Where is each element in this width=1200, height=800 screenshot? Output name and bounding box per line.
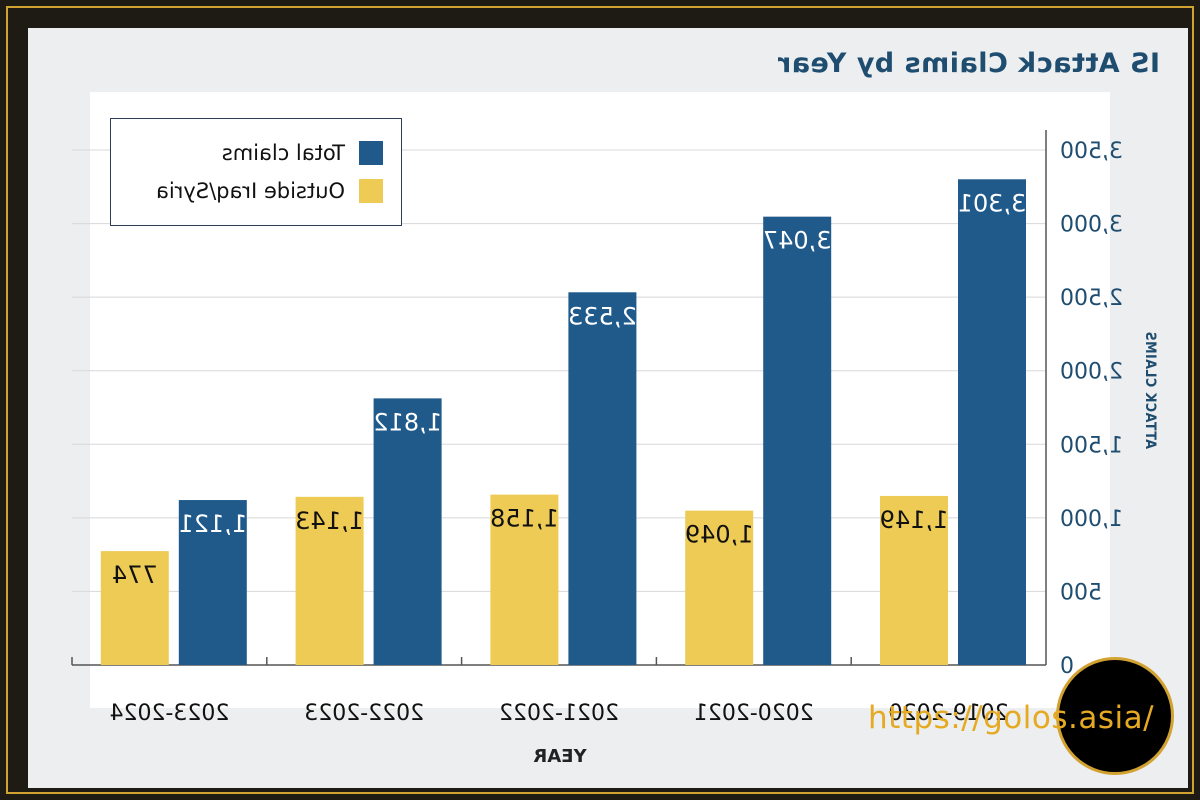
legend-label-outside: Outside Iraq/Syria: [156, 179, 345, 203]
data-label-outside: 774: [112, 561, 158, 589]
y-tick-label: 3,000: [1060, 213, 1123, 238]
data-label-outside: 1,158: [490, 505, 559, 533]
x-axis-label: YEAR: [533, 746, 587, 767]
y-tick-label: 2,500: [1060, 286, 1123, 311]
x-tick-label: 2020-2021: [694, 701, 814, 726]
legend-item-outside: Outside Iraq/Syria: [156, 179, 383, 203]
bar-total: [373, 398, 442, 665]
y-tick-label: 3,500: [1060, 139, 1123, 164]
data-label-outside: 1,049: [685, 521, 754, 549]
legend-swatch-total: [359, 141, 383, 165]
data-label-total: 3,301: [958, 189, 1027, 217]
data-label-total: 2,533: [568, 302, 637, 330]
y-tick-label: 500: [1060, 580, 1102, 605]
bar-total: [958, 179, 1026, 665]
x-tick-label: 2022-2023: [304, 701, 424, 726]
bar-total: [568, 292, 637, 665]
data-label-total: 1,121: [178, 510, 247, 538]
legend-label-total: Total claims: [221, 141, 345, 165]
bar-outside: [100, 551, 169, 665]
bar-outside: [685, 510, 754, 665]
watermark-text: https://golos.asia/: [868, 700, 1155, 736]
bar-total: [763, 216, 832, 666]
data-label-total: 3,047: [763, 227, 832, 255]
legend: Total claims Outside Iraq/Syria: [110, 118, 402, 226]
bar-outside: [490, 494, 559, 665]
y-tick-label: 1,500: [1060, 433, 1123, 458]
x-tick-label: 2021-2022: [499, 701, 619, 726]
y-tick-label: 0: [1060, 654, 1074, 679]
x-tick-label: 2019-2020: [889, 701, 1009, 726]
x-tick-label: 2023-2024: [109, 701, 229, 726]
bar-total: [178, 500, 247, 665]
legend-swatch-outside: [359, 179, 383, 203]
legend-item-total: Total claims: [222, 141, 383, 165]
data-label-outside: 1,143: [295, 507, 364, 535]
bar-outside: [295, 496, 364, 665]
bar-outside: [880, 495, 948, 665]
data-label-outside: 1,149: [880, 506, 949, 534]
y-tick-label: 1,000: [1060, 507, 1123, 532]
data-label-total: 1,812: [373, 408, 442, 436]
watermark-circle: [1056, 657, 1174, 775]
y-tick-label: 2,000: [1060, 360, 1123, 385]
